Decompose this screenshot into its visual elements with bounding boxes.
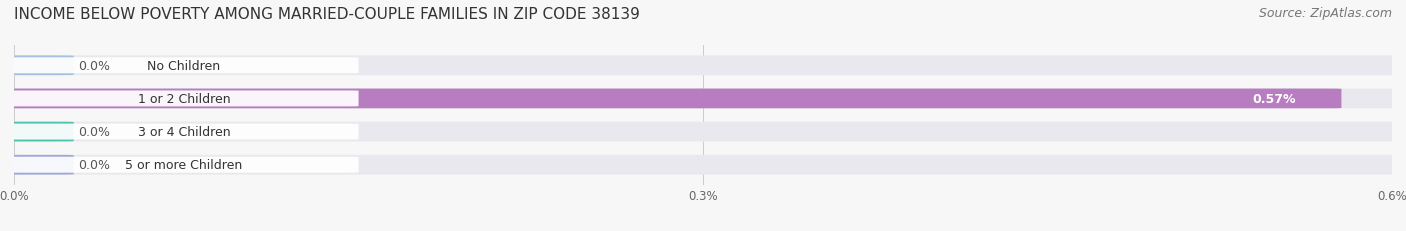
Text: 5 or more Children: 5 or more Children <box>125 158 243 171</box>
Text: Source: ZipAtlas.com: Source: ZipAtlas.com <box>1258 7 1392 20</box>
Text: 1 or 2 Children: 1 or 2 Children <box>138 93 231 106</box>
FancyBboxPatch shape <box>10 58 359 74</box>
FancyBboxPatch shape <box>10 124 359 140</box>
Text: 0.0%: 0.0% <box>79 125 110 138</box>
FancyBboxPatch shape <box>10 91 359 107</box>
Text: INCOME BELOW POVERTY AMONG MARRIED-COUPLE FAMILIES IN ZIP CODE 38139: INCOME BELOW POVERTY AMONG MARRIED-COUPL… <box>14 7 640 22</box>
Text: 0.0%: 0.0% <box>79 158 110 171</box>
Text: 3 or 4 Children: 3 or 4 Children <box>138 125 231 138</box>
FancyBboxPatch shape <box>0 155 73 175</box>
FancyBboxPatch shape <box>0 56 73 76</box>
Text: 0.57%: 0.57% <box>1251 93 1295 106</box>
FancyBboxPatch shape <box>0 89 1406 109</box>
FancyBboxPatch shape <box>0 89 1341 109</box>
FancyBboxPatch shape <box>10 157 359 173</box>
FancyBboxPatch shape <box>0 56 1406 76</box>
FancyBboxPatch shape <box>0 122 73 142</box>
FancyBboxPatch shape <box>0 122 1406 142</box>
Text: No Children: No Children <box>148 60 221 73</box>
Text: 0.0%: 0.0% <box>79 60 110 73</box>
FancyBboxPatch shape <box>0 155 1406 175</box>
